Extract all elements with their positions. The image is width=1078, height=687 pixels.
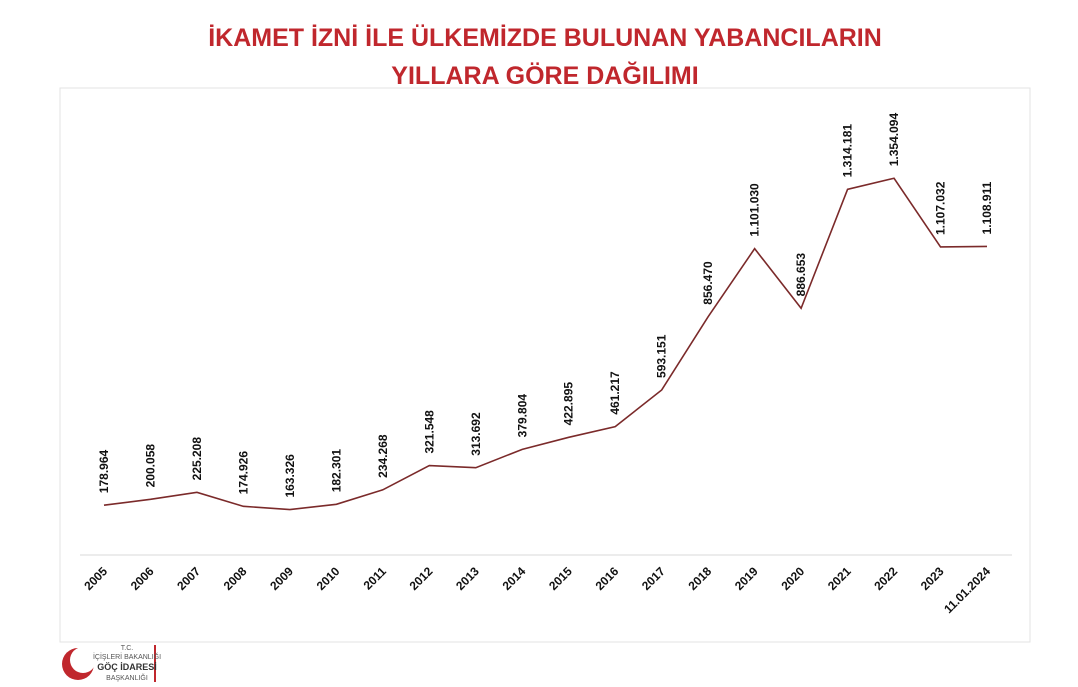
- x-tick-label: 11.01.2024: [941, 564, 993, 616]
- data-label: 225.208: [190, 437, 204, 481]
- logo-text: BAŞKANLIĞI: [106, 673, 148, 682]
- data-label: 1.354.094: [887, 113, 901, 167]
- data-label: 379.804: [515, 394, 529, 438]
- data-label: 1.107.032: [934, 181, 948, 235]
- x-tick-label: 2022: [871, 564, 900, 593]
- x-tick-label: 2018: [685, 564, 714, 593]
- data-label: 422.895: [562, 382, 576, 426]
- x-tick-label: 2016: [593, 564, 622, 593]
- chart-frame: [59, 87, 1031, 643]
- x-tick-label: 2020: [778, 564, 807, 593]
- x-tick-label: 2008: [221, 564, 250, 593]
- x-tick-label: 2013: [453, 564, 482, 593]
- chart-title: İKAMET İZNİ İLE ÜLKEMİZDE BULUNAN YABANC…: [208, 23, 882, 52]
- data-label: 163.326: [283, 454, 297, 498]
- x-tick-label: 2017: [639, 564, 668, 593]
- x-tick-label: 2005: [81, 564, 110, 593]
- data-label: 178.964: [97, 450, 111, 494]
- x-tick-label: 2007: [174, 564, 203, 593]
- x-tick-label: 2021: [825, 564, 854, 593]
- data-label: 313.692: [469, 412, 483, 456]
- x-tick-label: 2009: [267, 564, 296, 593]
- data-label: 200.058: [143, 444, 157, 488]
- data-label: 234.268: [376, 434, 390, 478]
- data-label: 1.108.911: [980, 181, 994, 234]
- data-label: 593.151: [655, 334, 669, 378]
- x-tick-label: 2015: [546, 564, 575, 593]
- x-tick-label: 2019: [732, 564, 761, 593]
- data-label: 886.653: [794, 253, 808, 297]
- logo-text: T.C.: [121, 645, 134, 652]
- data-label: 856.470: [701, 261, 715, 305]
- x-tick-label: 2023: [918, 564, 947, 593]
- x-tick-label: 2014: [500, 564, 529, 593]
- logo-text: İÇİŞLERİ BAKANLIĞI: [93, 652, 161, 661]
- data-label: 321.548: [422, 410, 436, 454]
- x-tick-label: 2006: [128, 564, 157, 593]
- data-label: 182.301: [329, 449, 343, 493]
- logo-mark: [70, 647, 96, 673]
- logo-text: GÖÇ İDARESİ: [97, 662, 157, 672]
- data-label: 1.101.030: [748, 183, 762, 237]
- data-label: 461.217: [608, 371, 622, 415]
- logo: T.C. İÇİŞLERİ BAKANLIĞI GÖÇ İDARESİ BAŞK…: [62, 645, 161, 682]
- data-label: 1.314.181: [841, 124, 855, 178]
- x-tick-label: 2012: [407, 564, 436, 593]
- chart-title: YILLARA GÖRE DAĞILIMI: [391, 61, 698, 90]
- x-tick-label: 2011: [361, 564, 390, 593]
- series-line: [103, 177, 988, 511]
- x-tick-label: 2010: [314, 564, 343, 593]
- data-label: 174.926: [236, 451, 250, 495]
